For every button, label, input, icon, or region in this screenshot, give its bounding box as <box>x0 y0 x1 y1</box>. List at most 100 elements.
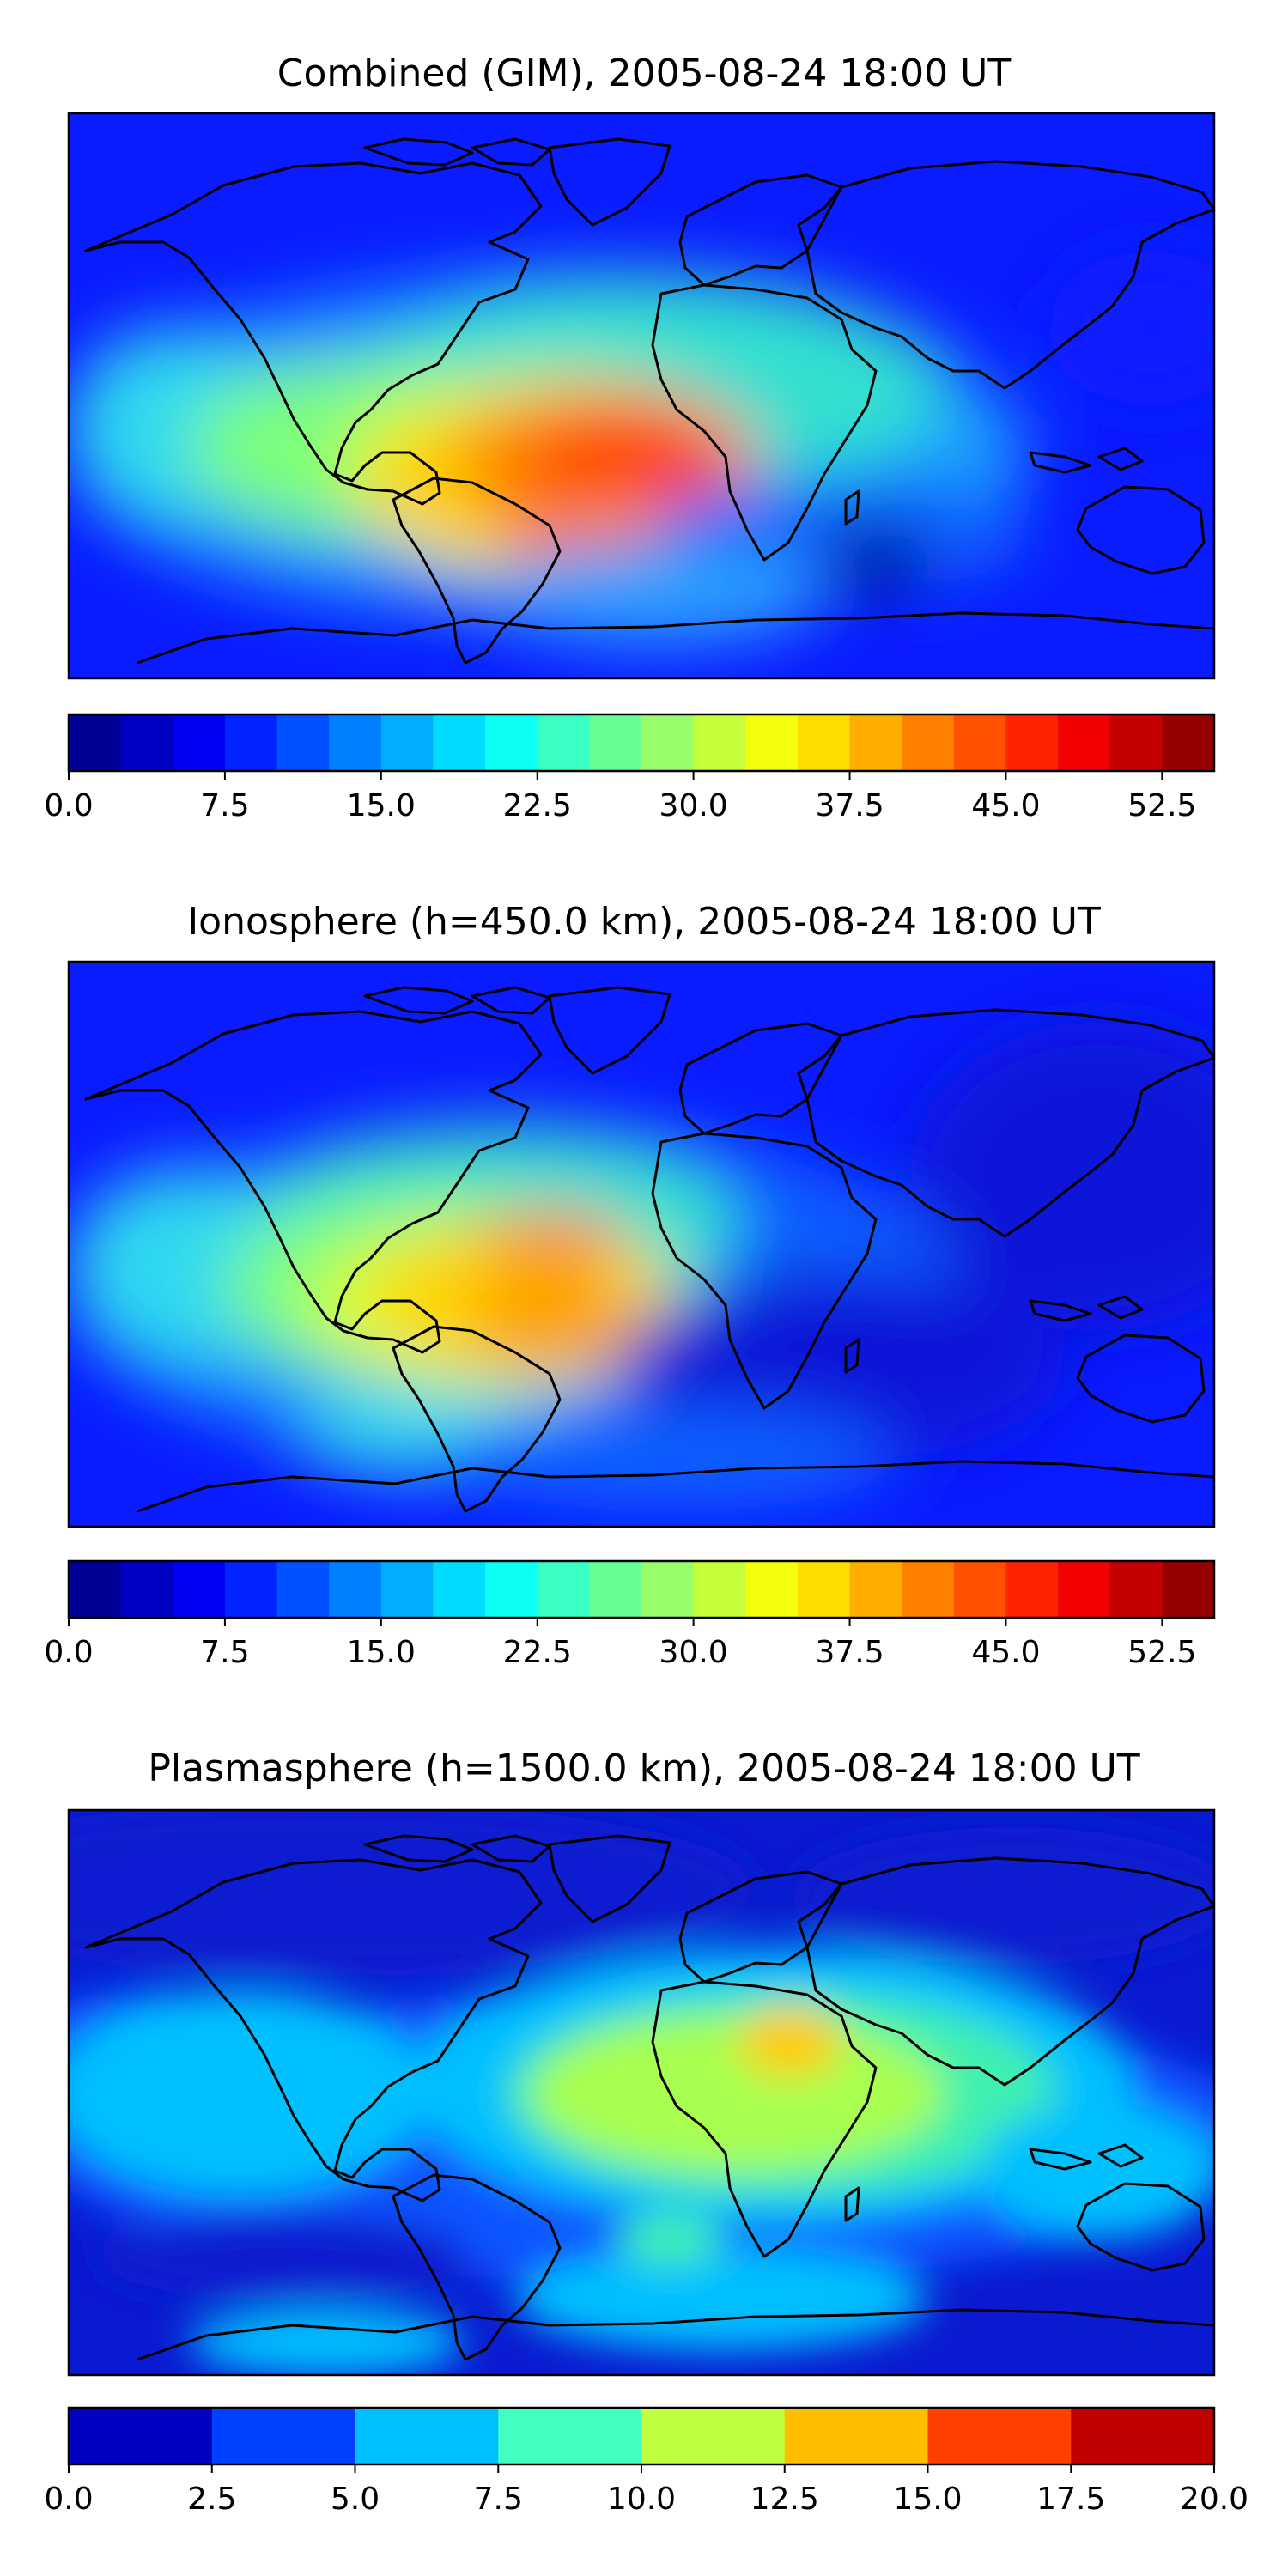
colorbar-band <box>1058 714 1111 771</box>
colorbar-band <box>953 714 1007 771</box>
colorbar-tick-label: 7.5 <box>474 2482 523 2517</box>
colorbar-band <box>693 714 746 771</box>
colorbar-band <box>173 714 226 771</box>
colorbar-band <box>902 1561 955 1618</box>
colorbar-tick-label: 52.5 <box>1127 1635 1196 1670</box>
colorbar-band <box>433 714 486 771</box>
colorbar-band <box>537 714 590 771</box>
colorbar-tick-label: 52.5 <box>1127 788 1196 823</box>
colorbar-band <box>784 2408 929 2464</box>
colorbar-band <box>120 714 173 771</box>
colorbar-band <box>927 2408 1072 2464</box>
colorbar-band <box>849 714 902 771</box>
colorbar-band <box>69 714 122 771</box>
colorbar-tick-label: 37.5 <box>815 788 884 823</box>
colorbar-bands <box>69 2408 1215 2464</box>
colorbar-bands <box>69 1561 1215 1618</box>
colorbar-tick-label: 45.0 <box>971 788 1040 823</box>
colorbar-tick-label: 0.0 <box>44 1635 93 1670</box>
colorbar-band <box>849 1561 902 1618</box>
colorbar-tick-label: 7.5 <box>200 1635 249 1670</box>
colorbar-band <box>1109 714 1163 771</box>
map-plot <box>67 1808 1216 2377</box>
colorbar-band <box>1162 714 1215 771</box>
panel-plasmasphere: Plasmasphere (h=1500.0 km), 2005-08-24 1… <box>44 1747 1249 2517</box>
colorbar-band <box>224 714 278 771</box>
colorbar-band <box>329 714 382 771</box>
colorbar-band <box>276 1561 330 1618</box>
colorbar-ticks: 0.0 7.5 15.0 22.5 30.0 37.5 45.0 52.5 <box>44 771 1196 823</box>
colorbar-tick-label: 7.5 <box>200 788 249 823</box>
colorbar-band <box>69 1561 122 1618</box>
colorbar-band <box>329 1561 382 1618</box>
colorbar-tick-label: 0.0 <box>44 2482 93 2517</box>
colorbar-tick-label: 30.0 <box>659 1635 728 1670</box>
colorbar-band <box>953 1561 1007 1618</box>
colorbar-band <box>641 714 695 771</box>
colorbar-band <box>1005 714 1059 771</box>
colorbar-band <box>693 1561 746 1618</box>
colorbar: 0.0 7.5 15.0 22.5 30.0 37.5 45.0 52.5 <box>44 713 1216 823</box>
colorbar-band <box>1058 1561 1111 1618</box>
colorbar-band <box>380 714 434 771</box>
colorbar-tick-label: 15.0 <box>347 788 416 823</box>
panel-ionosphere: Ionosphere (h=450.0 km), 2005-08-24 18:0… <box>44 900 1216 1670</box>
colorbar-band <box>797 714 851 771</box>
colorbar-band <box>485 714 538 771</box>
colorbar-band <box>589 1561 642 1618</box>
map-frame <box>67 1808 1216 2377</box>
colorbar-band <box>433 1561 486 1618</box>
colorbar-tick-label: 12.5 <box>750 2482 819 2517</box>
colorbar-band <box>641 1561 695 1618</box>
colorbar-tick-label: 17.5 <box>1036 2482 1105 2517</box>
colorbar-tick-label: 22.5 <box>503 1635 572 1670</box>
tec-field <box>69 1022 1214 1511</box>
colorbar-ticks: 0.0 2.5 5.0 7.5 10.0 12.5 15.0 17.5 20.0 <box>44 2464 1249 2517</box>
colorbar-tick-label: 45.0 <box>971 1635 1040 1670</box>
colorbar-band <box>69 2408 213 2464</box>
colorbar-band <box>173 1561 226 1618</box>
colorbar-band <box>120 1561 173 1618</box>
colorbar: 0.0 7.5 15.0 22.5 30.0 37.5 45.0 52.5 <box>44 1559 1216 1670</box>
map-title: Plasmasphere (h=1500.0 km), 2005-08-24 1… <box>148 1747 1139 1790</box>
colorbar-band <box>745 1561 799 1618</box>
colorbar-band <box>1162 1561 1215 1618</box>
colorbar-band <box>641 2408 786 2464</box>
colorbar-tick-label: 2.5 <box>187 2482 236 2517</box>
colorbar-tick-label: 37.5 <box>815 1635 884 1670</box>
map-title: Ionosphere (h=450.0 km), 2005-08-24 18:0… <box>187 900 1101 944</box>
colorbar-tick-label: 10.0 <box>607 2482 676 2517</box>
colorbar-band <box>380 1561 434 1618</box>
colorbar-bands <box>69 714 1215 771</box>
map-title: Combined (GIM), 2005-08-24 18:00 UT <box>277 52 1012 95</box>
colorbar-band <box>589 714 642 771</box>
colorbar-band <box>485 1561 538 1618</box>
colorbar-ticks: 0.0 7.5 15.0 22.5 30.0 37.5 45.0 52.5 <box>44 1618 1196 1670</box>
colorbar-band <box>355 2408 499 2464</box>
map-plot <box>67 112 1216 680</box>
colorbar-tick-label: 20.0 <box>1180 2482 1249 2517</box>
map-frame <box>67 112 1216 680</box>
colorbar-frame <box>67 713 1216 773</box>
colorbar-band <box>224 1561 278 1618</box>
colorbar-tick-label: 30.0 <box>659 788 728 823</box>
panel-combined: Combined (GIM), 2005-08-24 18:00 UT <box>44 52 1216 823</box>
colorbar-band <box>1005 1561 1059 1618</box>
colorbar: 0.0 2.5 5.0 7.5 10.0 12.5 15.0 17.5 20.0 <box>44 2406 1249 2517</box>
colorbar-frame <box>67 1559 1216 1619</box>
colorbar-tick-label: 22.5 <box>503 788 572 823</box>
colorbar-band <box>902 714 955 771</box>
tec-field <box>69 1810 1214 2375</box>
colorbar-band <box>745 714 799 771</box>
map-plot <box>67 960 1216 1528</box>
colorbar-band <box>1109 1561 1163 1618</box>
colorbar-tick-label: 15.0 <box>893 2482 962 2517</box>
colorbar-tick-label: 5.0 <box>331 2482 380 2517</box>
colorbar-band <box>1071 2408 1215 2464</box>
colorbar-tick-label: 15.0 <box>347 1635 416 1670</box>
colorbar-band <box>498 2408 642 2464</box>
colorbar-tick-label: 0.0 <box>44 788 93 823</box>
colorbar-band <box>537 1561 590 1618</box>
colorbar-band <box>276 714 330 771</box>
